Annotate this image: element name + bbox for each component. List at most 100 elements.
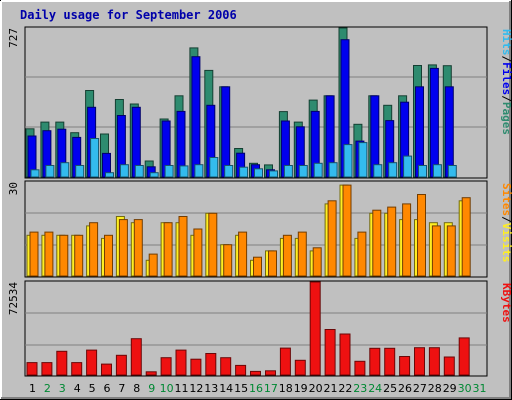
bar-kbytes-day-14 [220, 357, 232, 376]
panel-visits-sites: 30 Sites/Visits [7, 180, 512, 278]
bar-sites-day-20 [312, 247, 322, 277]
legend-part-visits-sites-0: Sites [500, 183, 512, 216]
bar-pages-day-1 [30, 169, 40, 178]
bar-kbytes-day-18 [279, 347, 291, 376]
bar-kbytes-day-27 [414, 347, 425, 376]
bar-pages-day-18 [283, 165, 293, 178]
bar-kbytes-day-15 [235, 364, 247, 376]
day-label-30: 30 [458, 382, 472, 395]
bar-pages-day-9 [149, 172, 159, 178]
day-label-15: 15 [234, 382, 248, 395]
bar-kbytes-day-22 [339, 333, 351, 376]
bar-pages-day-14 [224, 165, 234, 178]
bar-pages-day-6 [105, 172, 114, 178]
bar-files-day-28 [429, 67, 439, 178]
bar-pages-day-17 [269, 170, 278, 178]
bar-files-day-12 [191, 56, 201, 178]
bar-sites-day-18 [282, 234, 292, 277]
chart-title: Daily usage for September 2006 [20, 8, 237, 22]
bar-sites-day-10 [163, 222, 173, 277]
bar-pages-day-13 [209, 157, 219, 178]
bar-pages-day-23 [358, 142, 368, 178]
bar-kbytes-day-9 [145, 371, 157, 376]
bar-kbytes-day-2 [41, 362, 53, 376]
bar-kbytes-day-6 [101, 363, 112, 376]
bar-kbytes-day-12 [190, 358, 202, 376]
day-label-14: 14 [219, 382, 233, 395]
bar-sites-day-24 [372, 209, 382, 277]
bar-kbytes-day-24 [369, 347, 381, 376]
day-axis-labels: 1 2 3 4 5 6 7 8 9 10 11 12 13 14 15 16 17 18 19 20 21 22 23 24 2… [29, 382, 487, 395]
legend-part-visits-sites-2: Visits [500, 223, 512, 263]
day-label-5: 5 [89, 382, 96, 395]
day-label-7: 7 [118, 382, 125, 395]
bar-pages-day-5 [90, 138, 100, 178]
day-label-4: 4 [74, 382, 81, 395]
ymax-label-visits-sites: 30 [7, 182, 20, 195]
day-label-28: 28 [428, 382, 442, 395]
chart-panels: 727 Hits/Files/Pages 30 Sites / Visits 72534 KB… [7, 26, 512, 377]
bar-pages-day-3 [60, 162, 70, 178]
day-label-19: 19 [294, 382, 308, 395]
bar-kbytes-day-8 [130, 338, 142, 376]
bar-sites-day-2 [44, 231, 54, 277]
day-label-29: 29 [443, 382, 457, 395]
bar-sites-day-13 [208, 212, 218, 277]
bar-kbytes-day-30 [458, 337, 470, 376]
bar-sites-day-4 [74, 234, 84, 277]
bar-sites-day-5 [89, 222, 99, 277]
day-label-20: 20 [309, 382, 323, 395]
bar-kbytes-day-28 [428, 347, 440, 376]
bar-sites-day-11 [178, 216, 188, 277]
bar-pages-day-11 [179, 165, 189, 178]
bar-sites-day-19 [297, 231, 307, 277]
bar-sites-day-15 [238, 231, 248, 277]
bar-sites-day-16 [253, 256, 262, 277]
bar-kbytes-day-29 [443, 356, 455, 376]
bar-pages-day-21 [328, 162, 338, 178]
bar-sites-day-12 [193, 228, 203, 277]
bar-kbytes-day-17 [265, 370, 276, 376]
bar-kbytes-day-4 [71, 362, 83, 376]
bar-sites-day-3 [59, 234, 69, 277]
bar-sites-day-1 [29, 231, 39, 277]
day-label-22: 22 [338, 382, 352, 395]
bar-pages-day-15 [239, 166, 249, 178]
legend-part-hits-files-pages-3: / [500, 95, 512, 102]
day-label-9: 9 [148, 382, 155, 395]
day-label-26: 26 [398, 382, 412, 395]
bar-kbytes-day-20 [309, 281, 321, 376]
day-label-8: 8 [133, 382, 140, 395]
bar-sites-day-6 [104, 234, 113, 277]
bar-pages-day-4 [75, 165, 85, 178]
day-label-17: 17 [264, 382, 278, 395]
bar-sites-day-14 [223, 244, 233, 277]
bar-pages-day-22 [343, 144, 353, 178]
panel-kbytes: 72534 KBytes [7, 280, 512, 377]
bar-files-day-27 [415, 86, 424, 178]
day-label-10: 10 [160, 382, 174, 395]
bar-pages-day-28 [432, 164, 442, 178]
day-label-18: 18 [279, 382, 293, 395]
bar-kbytes-day-3 [56, 350, 68, 376]
bar-pages-day-10 [164, 165, 174, 178]
bar-pages-day-27 [418, 165, 427, 178]
legend-hits-files-pages: Hits/Files/Pages [500, 29, 512, 135]
bar-pages-day-25 [388, 162, 398, 178]
day-label-25: 25 [383, 382, 397, 395]
panel-hits-files-pages: 727 Hits/Files/Pages [7, 26, 512, 179]
bar-sites-day-27 [417, 194, 426, 277]
bar-pages-day-29 [447, 165, 457, 178]
bar-pages-day-8 [134, 165, 144, 178]
legend-part-kbytes-0: KBytes [500, 283, 512, 323]
bar-files-day-14 [221, 86, 231, 178]
bar-sites-day-23 [357, 231, 367, 277]
day-label-11: 11 [175, 382, 189, 395]
day-label-31: 31 [473, 382, 487, 395]
legend-part-hits-files-pages-1: / [500, 56, 512, 63]
bar-kbytes-day-25 [384, 347, 396, 376]
legend-part-hits-files-pages-0: Hits [500, 29, 512, 56]
bar-pages-day-12 [194, 164, 204, 178]
legend-part-hits-files-pages-2: Files [500, 62, 512, 95]
